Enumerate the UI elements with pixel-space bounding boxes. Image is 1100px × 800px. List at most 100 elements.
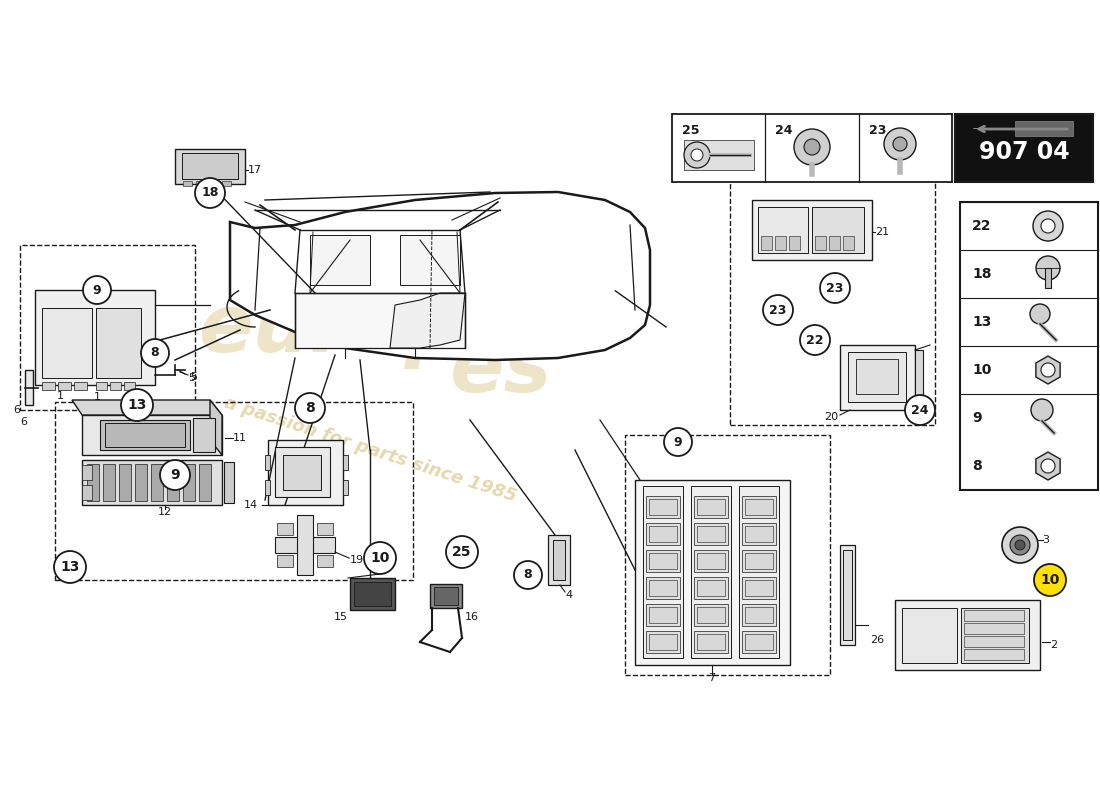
Text: 9: 9 xyxy=(972,411,981,425)
Bar xyxy=(104,423,185,447)
Text: 17: 17 xyxy=(248,165,262,175)
Circle shape xyxy=(54,551,86,583)
Bar xyxy=(964,636,1024,647)
Bar xyxy=(646,523,680,545)
Circle shape xyxy=(1002,527,1038,563)
Bar xyxy=(856,359,898,394)
Circle shape xyxy=(1041,219,1055,233)
Bar xyxy=(182,153,238,179)
Bar xyxy=(268,440,343,505)
Text: europ: europ xyxy=(198,291,462,369)
Bar xyxy=(955,114,1093,182)
Text: 8: 8 xyxy=(305,401,315,415)
Text: 8: 8 xyxy=(151,346,160,359)
Bar xyxy=(742,604,775,626)
Circle shape xyxy=(1030,304,1050,324)
Circle shape xyxy=(1010,535,1030,555)
Text: 23: 23 xyxy=(826,282,844,294)
Text: 8: 8 xyxy=(524,569,532,582)
Text: 23: 23 xyxy=(869,123,887,137)
Bar xyxy=(649,526,676,542)
Bar xyxy=(742,496,775,518)
Bar xyxy=(42,382,55,390)
Polygon shape xyxy=(72,400,222,415)
Bar xyxy=(553,540,565,580)
Circle shape xyxy=(1031,399,1053,421)
Circle shape xyxy=(804,139,820,155)
Circle shape xyxy=(1015,540,1025,550)
Bar xyxy=(1045,268,1050,288)
Bar xyxy=(649,634,676,650)
Text: 13: 13 xyxy=(128,398,146,412)
Bar xyxy=(20,245,195,410)
Bar xyxy=(317,555,333,567)
Text: 25: 25 xyxy=(682,123,700,137)
Bar xyxy=(745,553,773,569)
Bar xyxy=(812,207,864,253)
Bar xyxy=(697,580,725,596)
Bar xyxy=(343,455,348,470)
Circle shape xyxy=(295,393,324,423)
Circle shape xyxy=(121,389,153,421)
Bar xyxy=(265,455,269,470)
Bar xyxy=(199,464,211,501)
Bar xyxy=(745,607,773,623)
Bar xyxy=(895,600,1040,670)
Bar xyxy=(167,464,179,501)
Circle shape xyxy=(884,128,916,160)
Circle shape xyxy=(691,149,703,161)
Circle shape xyxy=(1036,256,1060,280)
Text: 24: 24 xyxy=(911,403,928,417)
Bar xyxy=(646,577,680,599)
Bar xyxy=(789,236,800,250)
Bar xyxy=(840,545,855,645)
Bar xyxy=(110,382,121,390)
Bar xyxy=(224,462,234,503)
Circle shape xyxy=(1041,363,1055,377)
Bar xyxy=(694,550,728,572)
Bar xyxy=(829,236,840,250)
Bar xyxy=(82,465,92,480)
Circle shape xyxy=(905,395,935,425)
Text: 18: 18 xyxy=(201,186,219,199)
Bar xyxy=(277,523,293,535)
Text: 25: 25 xyxy=(452,545,472,559)
Bar xyxy=(58,382,72,390)
Bar xyxy=(96,382,107,390)
Text: 5: 5 xyxy=(188,373,195,383)
Text: 22: 22 xyxy=(806,334,824,346)
Bar xyxy=(684,140,754,170)
Bar xyxy=(192,418,215,452)
Bar xyxy=(222,181,231,186)
Text: 21: 21 xyxy=(874,227,889,237)
Bar xyxy=(343,480,348,495)
Bar xyxy=(745,526,773,542)
Bar xyxy=(848,352,906,402)
Text: 2: 2 xyxy=(1050,640,1057,650)
Bar xyxy=(310,235,370,285)
Bar xyxy=(644,486,683,658)
Bar xyxy=(124,382,135,390)
Bar xyxy=(151,464,163,501)
Bar xyxy=(283,455,321,490)
Text: 4: 4 xyxy=(565,590,572,600)
Bar xyxy=(649,580,676,596)
Bar xyxy=(742,523,775,545)
Bar xyxy=(672,114,952,182)
Polygon shape xyxy=(210,400,222,455)
Circle shape xyxy=(763,295,793,325)
Bar xyxy=(548,535,570,585)
Circle shape xyxy=(1033,211,1063,241)
Text: 1: 1 xyxy=(56,391,64,401)
Bar xyxy=(42,308,92,378)
Bar xyxy=(350,578,395,610)
Circle shape xyxy=(1034,564,1066,596)
Bar xyxy=(400,235,460,285)
Text: 3: 3 xyxy=(1042,535,1049,545)
Circle shape xyxy=(684,142,710,168)
Text: 10: 10 xyxy=(1041,573,1059,587)
Bar xyxy=(697,526,725,542)
Bar xyxy=(646,631,680,653)
Text: 6: 6 xyxy=(13,405,20,415)
Text: 5: 5 xyxy=(190,372,197,382)
